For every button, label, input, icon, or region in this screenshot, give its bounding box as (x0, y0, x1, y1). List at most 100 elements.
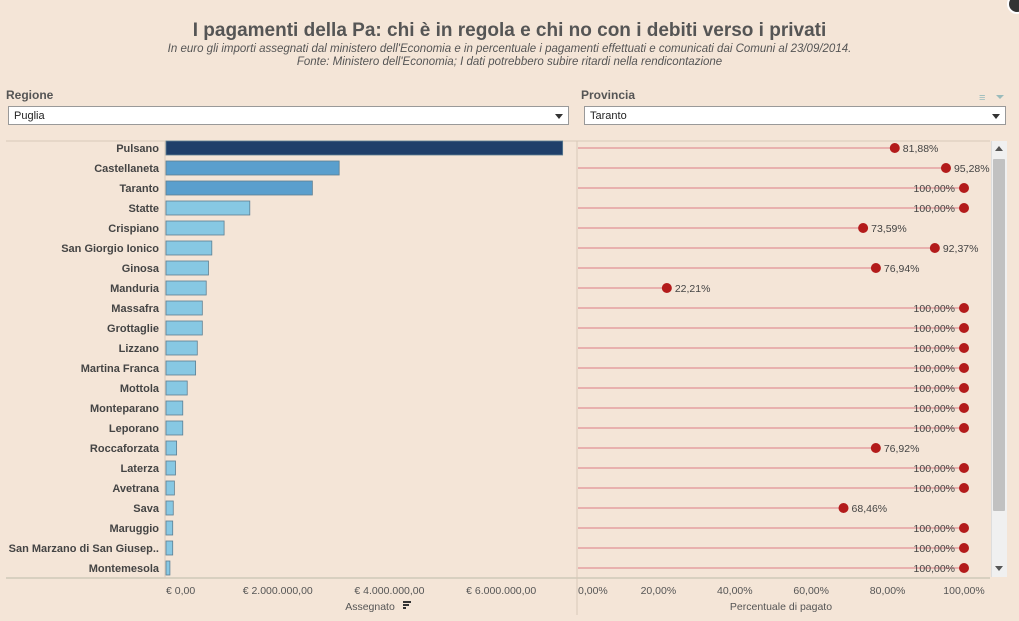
value-label: 100,00% (914, 523, 955, 535)
scroll-up-icon[interactable] (995, 146, 1003, 151)
lollipop-dot (959, 183, 969, 193)
category-label: Maruggio (110, 523, 160, 535)
bar-mark (165, 420, 184, 436)
lollipop-dot (959, 543, 969, 553)
chevron-down-icon (992, 114, 1000, 119)
value-label: 95,28% (954, 163, 990, 175)
lollipop-dot (959, 323, 969, 333)
category-label: Avetrana (112, 483, 160, 495)
category-label: Roccaforzata (90, 443, 160, 455)
value-label: 100,00% (914, 323, 955, 335)
bar-mark (165, 520, 174, 536)
lollipop-dot (940, 163, 951, 173)
bar-mark (165, 180, 313, 196)
value-label: 73,59% (871, 223, 907, 235)
lollipop-dot (959, 463, 969, 473)
bar-mark (165, 340, 198, 356)
regione-value: Puglia (14, 110, 45, 122)
category-label: Massafra (111, 303, 160, 315)
bar-mark (165, 500, 174, 516)
x-tick-label: € 6.000.000,00 (466, 585, 536, 597)
value-label: 100,00% (914, 403, 955, 415)
category-label: Statte (128, 203, 159, 215)
chevron-down-icon (555, 114, 563, 119)
lollipop-dot (870, 443, 881, 453)
value-label: 100,00% (914, 483, 955, 495)
category-label: Pulsano (116, 143, 159, 155)
scroll-down-icon[interactable] (995, 566, 1003, 571)
menu-dropdown-icon[interactable] (996, 95, 1004, 99)
category-label: Crispiano (108, 223, 159, 235)
value-label: 100,00% (914, 463, 955, 475)
x-tick-label: 80,00% (870, 585, 906, 597)
bar-mark (165, 240, 213, 256)
x-tick-label: 0,00% (578, 585, 608, 597)
page-subtitle: In euro gli importi assegnati dal minist… (167, 43, 852, 55)
lollipop-dot (959, 383, 969, 393)
value-label: 22,21% (675, 283, 711, 295)
bar-mark (165, 280, 207, 296)
corner-badge (1007, 0, 1019, 14)
value-label: 76,92% (884, 443, 920, 455)
value-label: 76,94% (884, 263, 920, 275)
lollipop-dot (929, 243, 940, 253)
x-tick-label: 20,00% (641, 585, 677, 597)
category-label: Lizzano (119, 343, 160, 355)
lollipop-dot (838, 503, 849, 513)
scrollbar-thumb[interactable] (993, 159, 1005, 511)
lollipop-dot (858, 223, 869, 233)
menu-icon[interactable]: ≡ (979, 92, 986, 104)
category-label: Laterza (120, 463, 159, 475)
bar-mark (165, 320, 203, 336)
provincia-value: Taranto (590, 110, 627, 122)
lollipop-dot (959, 403, 969, 413)
value-label: 100,00% (914, 363, 955, 375)
category-label: San Giorgio Ionico (61, 243, 159, 255)
value-label: 92,37% (943, 243, 979, 255)
x-axis-title: Assegnato (345, 601, 395, 613)
category-label: Manduria (110, 283, 160, 295)
bar-mark (165, 160, 340, 176)
lollipop-dot (959, 203, 969, 213)
bar-mark (165, 260, 209, 276)
value-label: 68,46% (852, 503, 888, 515)
value-label: 81,88% (903, 143, 939, 155)
value-label: 100,00% (914, 563, 955, 575)
x-tick-label: 100,00% (943, 585, 984, 597)
sort-icon (403, 607, 406, 609)
provincia-label: Provincia (581, 88, 636, 102)
lollipop-dot (959, 343, 969, 353)
lollipop-dot (959, 523, 969, 533)
bar-mark (165, 200, 251, 216)
lollipop-dot (889, 143, 900, 153)
bar-mark (165, 400, 184, 416)
provincia-select[interactable]: Taranto (584, 106, 1006, 125)
category-label: Taranto (119, 183, 159, 195)
x-tick-label: € 4.000.000,00 (354, 585, 424, 597)
category-label: Ginosa (122, 263, 160, 275)
value-label: 100,00% (914, 343, 955, 355)
category-label: Castellaneta (94, 163, 160, 175)
bar-mark (165, 440, 178, 456)
value-label: 100,00% (914, 183, 955, 195)
value-label: 100,00% (914, 543, 955, 555)
x-tick-label: 40,00% (717, 585, 753, 597)
value-label: 100,00% (914, 203, 955, 215)
bar-mark (165, 480, 175, 496)
category-label: Leporano (109, 423, 159, 435)
regione-select[interactable]: Puglia (8, 106, 569, 125)
value-label: 100,00% (914, 423, 955, 435)
bar-mark (165, 360, 197, 376)
bar-mark (165, 540, 174, 556)
bar-mark (165, 140, 564, 156)
sort-icon (403, 601, 411, 603)
value-label: 100,00% (914, 383, 955, 395)
category-label: Montemesola (89, 563, 160, 575)
regione-label: Regione (6, 88, 54, 102)
bar-mark (165, 300, 203, 316)
lollipop-dot (959, 423, 969, 433)
page-source: Fonte: Ministero dell'Economia; I dati p… (296, 56, 723, 68)
page-title: I pagamenti della Pa: chi è in regola e … (192, 20, 827, 41)
lollipop-dot (870, 263, 881, 273)
